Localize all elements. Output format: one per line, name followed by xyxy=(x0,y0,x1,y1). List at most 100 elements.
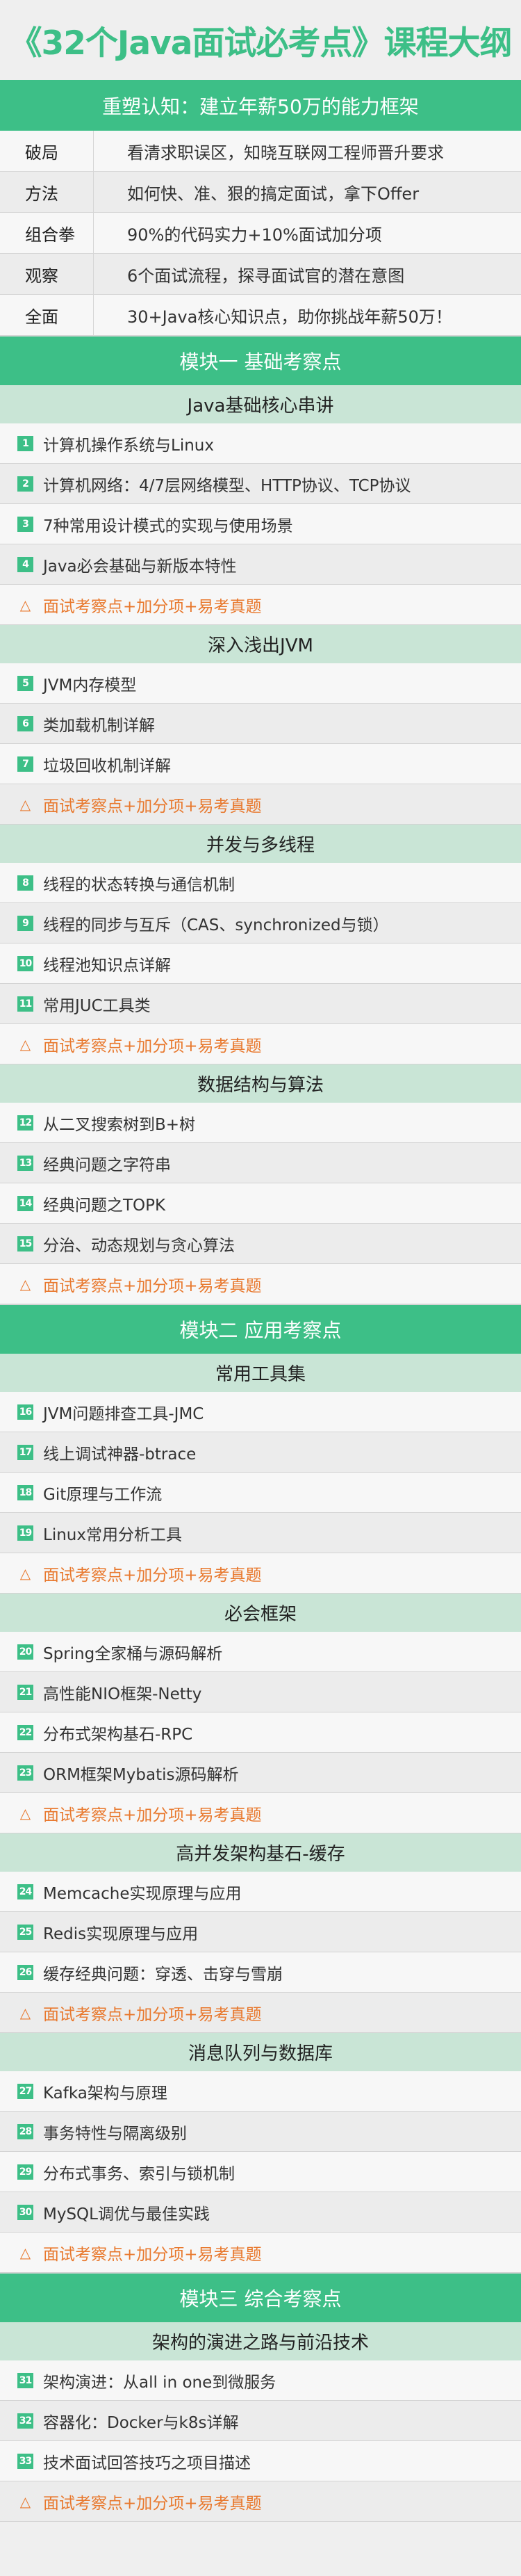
lesson-number-badge: 6 xyxy=(17,715,33,731)
intro-row: 全面 30+Java核心知识点，助你挑战年薪50万！ xyxy=(0,295,521,336)
page-title: 《32个Java面试必考点》课程大纲 xyxy=(9,24,513,63)
lesson-item: 14 经典问题之TOPK xyxy=(0,1183,521,1224)
lesson-title: 线程的状态转换与通信机制 xyxy=(43,875,235,894)
lesson-item: 24 Memcache实现原理与应用 xyxy=(0,1872,521,1912)
intro-row-value: 如何快、准、狠的搞定面试，拿下Offer xyxy=(127,184,420,204)
lesson-title: Git原理与工作流 xyxy=(43,1485,163,1504)
bell-icon: △ xyxy=(19,1035,31,1053)
section-header: Java基础核心串讲 xyxy=(0,385,521,423)
tip-row: △ 面试考察点+加分项+易考真题 xyxy=(0,784,521,825)
lesson-title: Java必会基础与新版本特性 xyxy=(43,557,237,576)
tip-row: △ 面试考察点+加分项+易考真题 xyxy=(0,1993,521,2033)
lesson-number-badge: 16 xyxy=(17,1404,33,1420)
lesson-title: 线程池知识点详解 xyxy=(43,956,171,975)
lesson-title: JVM问题排查工具-JMC xyxy=(43,1404,204,1423)
lesson-number-badge: 33 xyxy=(17,2453,33,2469)
lesson-number-badge: 19 xyxy=(17,1525,33,1541)
intro-header: 重塑认知：建立年薪50万的能力框架 xyxy=(0,80,521,131)
lesson-item: 28 事务特性与隔离级别 xyxy=(0,2112,521,2152)
lesson-number-badge: 7 xyxy=(17,756,33,772)
lesson-item: 13 经典问题之字符串 xyxy=(0,1143,521,1183)
lesson-number-badge: 13 xyxy=(17,1155,33,1171)
lesson-number-badge: 30 xyxy=(17,2204,33,2220)
lesson-title: 从二叉搜索树到B+树 xyxy=(43,1115,196,1134)
lesson-item: 5 JVM内存模型 xyxy=(0,663,521,704)
tip-label: 面试考察点+加分项+易考真题 xyxy=(43,597,262,616)
bell-icon: △ xyxy=(19,1804,31,1822)
lesson-title: MySQL调优与最佳实践 xyxy=(43,2205,210,2223)
tip-label: 面试考察点+加分项+易考真题 xyxy=(43,797,262,816)
lesson-number-badge: 20 xyxy=(17,1644,33,1660)
intro-row: 方法 如何快、准、狠的搞定面试，拿下Offer xyxy=(0,172,521,213)
lesson-title: 分治、动态规划与贪心算法 xyxy=(43,1236,235,1255)
lesson-number-badge: 26 xyxy=(17,1964,33,1980)
lesson-title: Spring全家桶与源码解析 xyxy=(43,1644,223,1663)
tip-row: △ 面试考察点+加分项+易考真题 xyxy=(0,1553,521,1594)
section-header: 数据结构与算法 xyxy=(0,1064,521,1103)
lesson-number-badge: 4 xyxy=(17,556,33,572)
lesson-number-badge: 9 xyxy=(17,915,33,931)
tip-label: 面试考察点+加分项+易考真题 xyxy=(43,2245,262,2264)
lesson-item: 25 Redis实现原理与应用 xyxy=(0,1912,521,1952)
section-header: 并发与多线程 xyxy=(0,825,521,863)
lesson-item: 15 分治、动态规划与贪心算法 xyxy=(0,1224,521,1264)
lesson-item: 10 线程池知识点详解 xyxy=(0,943,521,984)
tip-row: △ 面试考察点+加分项+易考真题 xyxy=(0,1264,521,1304)
lesson-item: 8 线程的状态转换与通信机制 xyxy=(0,863,521,903)
bell-icon: △ xyxy=(19,2004,31,2021)
lesson-item: 3 7种常用设计模式的实现与使用场景 xyxy=(0,504,521,544)
lesson-item: 19 Linux常用分析工具 xyxy=(0,1513,521,1553)
lesson-title: 分布式事务、索引与锁机制 xyxy=(43,2164,235,2183)
lesson-number-badge: 28 xyxy=(17,2123,33,2139)
lesson-item: 12 从二叉搜索树到B+树 xyxy=(0,1103,521,1143)
lesson-title: 类加载机制详解 xyxy=(43,716,155,735)
tip-label: 面试考察点+加分项+易考真题 xyxy=(43,1037,262,1055)
tip-label: 面试考察点+加分项+易考真题 xyxy=(43,2005,262,2024)
tip-label: 面试考察点+加分项+易考真题 xyxy=(43,1566,262,1585)
intro-row-key: 方法 xyxy=(0,172,94,212)
lesson-item: 18 Git原理与工作流 xyxy=(0,1473,521,1513)
tip-label: 面试考察点+加分项+易考真题 xyxy=(43,1277,262,1295)
lesson-item: 9 线程的同步与互斥（CAS、synchronized与锁） xyxy=(0,903,521,943)
modules: 模块一 基础考察点 Java基础核心串讲 1 计算机操作系统与Linux 2 计算机网络：… xyxy=(0,336,521,2522)
lesson-number-badge: 11 xyxy=(17,996,33,1012)
section-header: 深入浅出JVM xyxy=(0,625,521,663)
lesson-title: Redis实现原理与应用 xyxy=(43,1925,199,1943)
lesson-number-badge: 10 xyxy=(17,955,33,971)
lesson-title: Memcache实现原理与应用 xyxy=(43,1884,242,1903)
intro-table: 破局 看清求职误区，知晓互联网工程师晋升要求 方法 如何快、准、狠的搞定面试，拿下Of… xyxy=(0,131,521,336)
bell-icon: △ xyxy=(19,596,31,613)
lesson-item: 22 分布式架构基石-RPC xyxy=(0,1712,521,1753)
lesson-title: 经典问题之字符串 xyxy=(43,1156,171,1174)
section-header: 消息队列与数据库 xyxy=(0,2033,521,2071)
lesson-title: 线程的同步与互斥（CAS、synchronized与锁） xyxy=(43,916,389,934)
section-header: 必会框架 xyxy=(0,1594,521,1632)
section-header: 架构的演进之路与前沿技术 xyxy=(0,2322,521,2360)
lesson-title: 架构演进：从all in one到微服务 xyxy=(43,2373,276,2392)
lesson-item: 26 缓存经典问题：穿透、击穿与雪崩 xyxy=(0,1952,521,1993)
lesson-title: JVM内存模型 xyxy=(43,676,137,695)
intro-row: 破局 看清求职误区，知晓互联网工程师晋升要求 xyxy=(0,131,521,172)
lesson-item: 32 容器化：Docker与k8s详解 xyxy=(0,2401,521,2441)
lesson-number-badge: 29 xyxy=(17,2164,33,2180)
lesson-number-badge: 18 xyxy=(17,1484,33,1500)
intro-row: 观察 6个面试流程，探寻面试官的潜在意图 xyxy=(0,254,521,295)
intro-row-value: 90%的代码实力+10%面试加分项 xyxy=(127,225,382,245)
lesson-number-badge: 8 xyxy=(17,875,33,891)
lesson-number-badge: 14 xyxy=(17,1195,33,1211)
intro-row-key: 组合拳 xyxy=(0,213,94,253)
intro-row-key: 观察 xyxy=(0,254,94,294)
lesson-number-badge: 32 xyxy=(17,2413,33,2429)
lesson-item: 17 线上调试神器-btrace xyxy=(0,1432,521,1473)
lesson-number-badge: 21 xyxy=(17,1684,33,1700)
lesson-title: Kafka架构与原理 xyxy=(43,2084,167,2103)
tip-label: 面试考察点+加分项+易考真题 xyxy=(43,2494,262,2513)
intro-row-key: 全面 xyxy=(0,295,94,335)
lesson-number-badge: 3 xyxy=(17,516,33,532)
lesson-item: 1 计算机操作系统与Linux xyxy=(0,423,521,464)
lesson-number-badge: 12 xyxy=(17,1115,33,1131)
module-header: 模块三 综合考察点 xyxy=(0,2273,521,2322)
bell-icon: △ xyxy=(19,795,31,813)
lesson-number-badge: 24 xyxy=(17,1884,33,1899)
lesson-item: 33 技术面试回答技巧之项目描述 xyxy=(0,2441,521,2481)
